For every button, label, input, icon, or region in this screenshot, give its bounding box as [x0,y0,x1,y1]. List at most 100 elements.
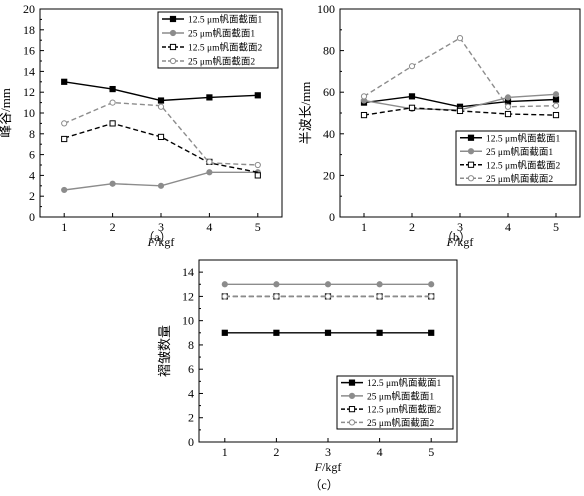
data-point [376,329,383,336]
y-tick-label: 20 [323,168,335,182]
series-2 [61,169,261,194]
data-point [273,329,280,336]
x-axis-label-variable: F [446,235,455,249]
data-point [504,94,512,101]
data-point [456,107,464,115]
legend-swatch-marker [348,419,356,426]
y-tick-label: 2 [29,189,35,203]
data-point [504,110,512,118]
x-tick-label: 5 [553,220,559,234]
data-point [157,97,165,104]
data-point [254,172,261,179]
data-point [206,158,213,165]
y-tick-label: 10 [23,106,35,120]
data-point [109,180,116,187]
data-point [254,92,261,99]
legend-swatch-marker [169,57,177,65]
x-tick-label: 5 [255,220,261,234]
y-tick-label: 2 [188,411,194,425]
legend-label: 12.5 μm帆面截面1 [188,14,262,26]
y-tick-label: 8 [188,338,194,352]
series-3 [360,104,560,119]
x-axis-label: F/kgf [147,235,175,249]
y-tick-label: 4 [188,386,194,400]
legend-label: 25 μm帆面截面1 [188,28,255,40]
data-point [273,281,280,288]
data-point [408,104,416,111]
data-point [324,281,332,288]
panel-label: （c） [309,478,338,492]
data-point [273,293,280,300]
legend-swatch-marker [169,43,177,51]
series-3 [61,120,261,179]
x-tick-label: 3 [325,445,331,459]
x-axis-label-variable: F [147,235,156,249]
data-point [360,111,368,119]
y-tick-label: 6 [29,148,35,162]
y-tick-label: 80 [323,44,335,58]
legend-label: 12.5 μm帆面截面2 [486,159,560,171]
y-tick-label: 100 [317,2,335,16]
x-axis-label-unit: /kgf [322,460,341,474]
legend-box [455,130,577,186]
x-tick-label: 4 [505,220,511,234]
legend-label: 12.5 μm帆面截面1 [486,132,560,144]
data-point [456,35,464,42]
data-point [552,111,560,119]
y-tick-label: 12 [23,85,35,99]
data-point [552,96,560,103]
legend-swatch-marker [348,392,356,399]
y-axis-label: 峰谷/mm [0,88,13,138]
x-axis-label-variable: F [314,460,323,474]
legend-swatch-marker [169,29,177,37]
x-tick-label: 3 [457,220,463,234]
legend-swatch-marker [348,406,356,413]
chart-panel-b: 0 20 40 60 80 100 1 2 3 4 5 F/kgf 半波长/mm （b） 12.5 μm帆面… [298,2,581,249]
y-tick-label: 0 [29,210,35,224]
data-point [157,133,165,141]
legend-swatch-marker [169,15,177,23]
y-tick-label: 14 [23,64,35,78]
y-tick-label: 6 [188,362,194,376]
x-tick-label: 2 [409,220,415,234]
x-tick-label: 3 [158,220,164,234]
data-point [376,281,383,288]
data-point [324,293,332,300]
data-point [428,281,435,288]
legend-label: 25 μm帆面截面1 [367,390,434,402]
data-point [428,329,435,336]
data-point [61,120,68,127]
y-tick-label: 60 [323,85,335,99]
y-tick-label: 16 [23,44,35,58]
data-point [61,78,68,85]
data-point [206,169,213,176]
y-tick-label: 4 [29,168,35,182]
data-point [109,99,116,106]
x-tick-label: 1 [61,220,67,234]
legend-swatch-marker [348,379,356,386]
y-axis-label: 半波长/mm [298,82,313,145]
y-tick-label: 10 [182,314,194,328]
legend-label: 12.5 μm帆面截面2 [188,42,262,54]
series-line [63,101,258,166]
x-tick-label: 2 [273,445,279,459]
x-tick-label: 4 [206,220,212,234]
y-tick-label: 14 [182,265,194,279]
y-tick-label: 0 [188,435,194,449]
legend-label: 12.5 μm帆面截面1 [367,377,441,389]
legend-label: 25 μm帆面截面2 [486,173,553,185]
legend-box [157,11,279,69]
x-axis-label: F/kgf [314,460,342,474]
data-point [552,102,560,109]
legend-label: 25 μm帆面截面1 [486,146,553,158]
series-4 [61,99,261,169]
data-point [206,94,213,101]
data-point [221,329,228,336]
x-tick-label: 4 [377,445,383,459]
